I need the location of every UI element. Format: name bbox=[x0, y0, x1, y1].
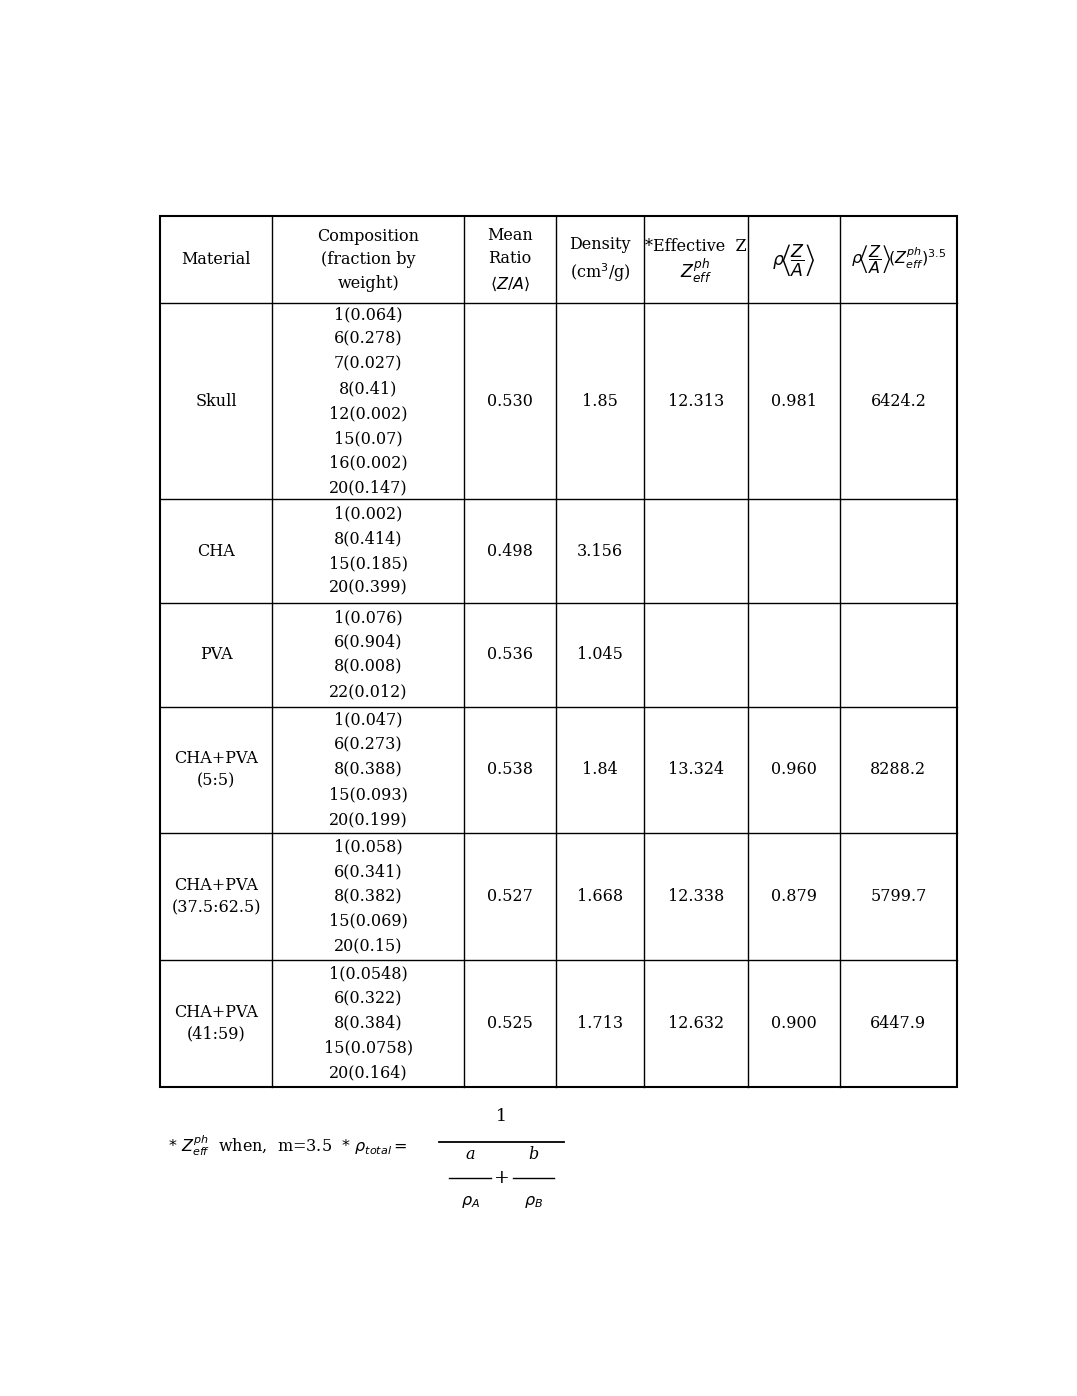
Text: PVA: PVA bbox=[199, 646, 233, 663]
Text: 1.84: 1.84 bbox=[582, 761, 618, 779]
Text: +: + bbox=[494, 1168, 509, 1187]
Text: b: b bbox=[529, 1146, 538, 1163]
Text: 6447.9: 6447.9 bbox=[870, 1015, 926, 1032]
Text: CHA: CHA bbox=[197, 543, 235, 560]
Text: 1(0.064)
6(0.278)
7(0.027)
8(0.41)
12(0.002)
15(0.07)
16(0.002)
20(0.147): 1(0.064) 6(0.278) 7(0.027) 8(0.41) 12(0.… bbox=[328, 306, 408, 497]
Text: CHA+PVA
(41:59): CHA+PVA (41:59) bbox=[174, 1004, 258, 1043]
Text: 0.538: 0.538 bbox=[487, 761, 533, 779]
Text: CHA+PVA
(5:5): CHA+PVA (5:5) bbox=[174, 750, 258, 790]
Text: 5799.7: 5799.7 bbox=[870, 888, 926, 905]
Text: 1.713: 1.713 bbox=[577, 1015, 623, 1032]
Text: 0.536: 0.536 bbox=[487, 646, 533, 663]
Text: 8288.2: 8288.2 bbox=[870, 761, 926, 779]
Text: 13.324: 13.324 bbox=[668, 761, 724, 779]
Text: 0.525: 0.525 bbox=[487, 1015, 533, 1032]
Text: $\rho_A$: $\rho_A$ bbox=[461, 1194, 479, 1210]
Text: 0.981: 0.981 bbox=[771, 392, 817, 410]
Text: *Effective  Z: *Effective Z bbox=[645, 239, 746, 255]
Text: Density
(cm$^3$/g): Density (cm$^3$/g) bbox=[570, 236, 631, 283]
Text: 3.156: 3.156 bbox=[577, 543, 623, 560]
Text: 6424.2: 6424.2 bbox=[870, 392, 926, 410]
Text: Material: Material bbox=[181, 251, 251, 268]
Text: Composition
(fraction by
weight): Composition (fraction by weight) bbox=[318, 228, 419, 292]
Text: 0.960: 0.960 bbox=[771, 761, 817, 779]
Text: Mean
Ratio
$\langle Z/A\rangle$: Mean Ratio $\langle Z/A\rangle$ bbox=[488, 226, 533, 293]
Text: $Z_{eff}^{ph}$: $Z_{eff}^{ph}$ bbox=[680, 255, 712, 285]
Text: 1(0.076)
6(0.904)
8(0.008)
22(0.012): 1(0.076) 6(0.904) 8(0.008) 22(0.012) bbox=[330, 609, 407, 701]
Text: 1(0.047)
6(0.273)
8(0.388)
15(0.093)
20(0.199): 1(0.047) 6(0.273) 8(0.388) 15(0.093) 20(… bbox=[328, 712, 408, 828]
Text: $\rho\!\left\langle \dfrac{Z}{A} \right\rangle\!(Z_{eff}^{ph})^{3.5}$: $\rho\!\left\langle \dfrac{Z}{A} \right\… bbox=[851, 243, 946, 276]
Text: 1.668: 1.668 bbox=[577, 888, 623, 905]
Text: a: a bbox=[465, 1146, 475, 1163]
Text: 1.85: 1.85 bbox=[582, 392, 618, 410]
Text: 1: 1 bbox=[496, 1108, 507, 1125]
Text: $* \ Z_{eff}^{ph}$  when,  m=3.5  $* \ \rho_{total}=$: $* \ Z_{eff}^{ph}$ when, m=3.5 $* \ \rho… bbox=[168, 1134, 408, 1159]
Text: 1.045: 1.045 bbox=[577, 646, 623, 663]
Text: $\rho\!\left\langle \dfrac{Z}{A} \right\rangle$: $\rho\!\left\langle \dfrac{Z}{A} \right\… bbox=[772, 242, 816, 278]
Text: $\rho_B$: $\rho_B$ bbox=[524, 1194, 543, 1210]
Text: 1(0.058)
6(0.341)
8(0.382)
15(0.069)
20(0.15): 1(0.058) 6(0.341) 8(0.382) 15(0.069) 20(… bbox=[328, 839, 408, 955]
Bar bbox=[159, 216, 956, 1086]
Text: 1(0.002)
8(0.414)
15(0.185)
20(0.399): 1(0.002) 8(0.414) 15(0.185) 20(0.399) bbox=[328, 505, 408, 596]
Text: 12.632: 12.632 bbox=[668, 1015, 724, 1032]
Text: 1(0.0548)
6(0.322)
8(0.384)
15(0.0758)
20(0.164): 1(0.0548) 6(0.322) 8(0.384) 15(0.0758) 2… bbox=[324, 965, 412, 1082]
Text: Skull: Skull bbox=[195, 392, 237, 410]
Text: 0.527: 0.527 bbox=[487, 888, 533, 905]
Text: 12.313: 12.313 bbox=[668, 392, 724, 410]
Text: 0.498: 0.498 bbox=[487, 543, 533, 560]
Text: CHA+PVA
(37.5:62.5): CHA+PVA (37.5:62.5) bbox=[171, 877, 261, 916]
Text: 0.900: 0.900 bbox=[771, 1015, 816, 1032]
Text: 0.530: 0.530 bbox=[487, 392, 533, 410]
Text: 0.879: 0.879 bbox=[771, 888, 817, 905]
Text: 12.338: 12.338 bbox=[668, 888, 724, 905]
